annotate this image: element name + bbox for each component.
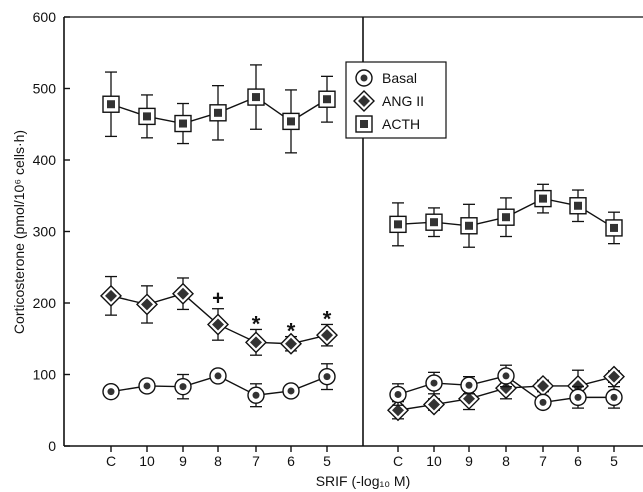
square-marker-center bbox=[214, 108, 222, 117]
circle-marker-center bbox=[360, 74, 368, 82]
circle-marker-center bbox=[287, 387, 295, 395]
significance-mark: * bbox=[323, 306, 332, 331]
x-tick-label: 8 bbox=[502, 453, 510, 469]
x-tick-label: 7 bbox=[252, 453, 260, 469]
significance-mark: + bbox=[212, 288, 224, 310]
square-marker-center bbox=[539, 194, 547, 203]
circle-marker-center bbox=[394, 391, 402, 399]
x-tick-label: 6 bbox=[574, 453, 582, 469]
legend-label: ANG II bbox=[382, 93, 424, 109]
series-acth bbox=[389, 183, 623, 248]
legend-label: ACTH bbox=[382, 116, 420, 132]
diamond-marker-center bbox=[537, 379, 549, 392]
diamond-marker-center bbox=[572, 379, 584, 392]
diamond-marker-center bbox=[321, 329, 333, 342]
square-marker-center bbox=[465, 221, 473, 230]
series-acth bbox=[102, 64, 336, 154]
square-marker-center bbox=[143, 112, 151, 121]
series-basal bbox=[389, 364, 623, 412]
y-tick-label: 0 bbox=[48, 438, 56, 454]
legend-item-basal: Basal bbox=[355, 69, 417, 87]
square-marker-center bbox=[502, 213, 510, 222]
legend-items: Basal ANG II ACTH bbox=[353, 69, 424, 133]
circle-marker-center bbox=[323, 373, 331, 381]
diamond-marker-center bbox=[463, 392, 475, 405]
circle-marker-center bbox=[179, 383, 187, 391]
square-marker-center bbox=[107, 100, 115, 109]
circle-marker-center bbox=[465, 381, 473, 389]
circle-marker-center bbox=[430, 379, 438, 387]
square-marker-center bbox=[574, 201, 582, 210]
series-layer: + * * * bbox=[100, 64, 625, 422]
circle-marker-center bbox=[214, 372, 222, 380]
diamond-marker-center bbox=[428, 398, 440, 411]
legend: Basal ANG II ACTH bbox=[345, 61, 447, 139]
x-tick-label: 8 bbox=[214, 453, 222, 469]
x-tick-label: 5 bbox=[610, 453, 618, 469]
x-tick-label: 9 bbox=[465, 453, 473, 469]
x-tick-label: C bbox=[106, 453, 116, 469]
circle-marker-center bbox=[107, 388, 115, 396]
circle-marker-center bbox=[610, 393, 618, 401]
diamond-marker-center bbox=[141, 298, 153, 311]
x-tick-label: C bbox=[393, 453, 403, 469]
series-ang-ii: + * * * bbox=[100, 275, 338, 356]
square-marker-center bbox=[323, 95, 331, 104]
y-tick-label: 300 bbox=[33, 224, 57, 240]
y-tick-label: 100 bbox=[33, 367, 57, 383]
significance-mark: * bbox=[252, 311, 261, 336]
circle-marker-center bbox=[143, 382, 151, 390]
diamond-marker-center bbox=[608, 370, 620, 383]
legend-label: Basal bbox=[382, 70, 417, 86]
square-marker-center bbox=[179, 119, 187, 128]
diamond-marker-center bbox=[250, 336, 262, 349]
y-tick-label: 600 bbox=[33, 9, 57, 25]
significance-mark: * bbox=[287, 319, 296, 344]
circle-marker-center bbox=[574, 393, 582, 401]
x-axis-label: SRIF (-log₁₀ M) bbox=[316, 473, 411, 489]
diamond-marker-center bbox=[358, 95, 370, 107]
x-tick-label: 10 bbox=[139, 453, 155, 469]
diamond-marker-center bbox=[177, 287, 189, 300]
square-marker-center bbox=[430, 218, 438, 227]
x-tick-label: 6 bbox=[287, 453, 295, 469]
x-axis-ticks: C 10 9 8 7 6 5 C 10 9 8 7 6 5 bbox=[106, 446, 618, 469]
series-basal bbox=[102, 363, 336, 408]
x-tick-label: 7 bbox=[539, 453, 547, 469]
diamond-marker-center bbox=[212, 318, 224, 331]
square-marker-center bbox=[394, 220, 402, 229]
x-tick-label: 9 bbox=[179, 453, 187, 469]
y-axis-label: Corticosterone (pmol/10⁶ cells·h) bbox=[11, 130, 27, 334]
panel-left: + * * * bbox=[100, 64, 338, 408]
legend-item-ang-ii: ANG II bbox=[353, 90, 424, 112]
panel-right bbox=[387, 183, 625, 422]
y-axis-ticks: 0 100 200 300 400 500 600 bbox=[33, 9, 70, 454]
diamond-marker-center bbox=[500, 382, 512, 395]
x-tick-label: 5 bbox=[323, 453, 331, 469]
square-marker-center bbox=[252, 93, 260, 102]
circle-marker-center bbox=[539, 398, 547, 406]
legend-item-acth: ACTH bbox=[355, 115, 420, 133]
y-tick-label: 500 bbox=[33, 81, 57, 97]
y-tick-label: 400 bbox=[33, 152, 57, 168]
circle-marker-center bbox=[252, 391, 260, 399]
y-tick-label: 200 bbox=[33, 295, 57, 311]
circle-marker-center bbox=[502, 372, 510, 380]
x-tick-label: 10 bbox=[426, 453, 442, 469]
diamond-marker-center bbox=[285, 337, 297, 350]
diamond-marker-center bbox=[392, 404, 404, 417]
square-marker-center bbox=[360, 120, 368, 128]
diamond-marker-center bbox=[105, 289, 117, 302]
square-marker-center bbox=[610, 223, 618, 232]
square-marker-center bbox=[287, 117, 295, 126]
